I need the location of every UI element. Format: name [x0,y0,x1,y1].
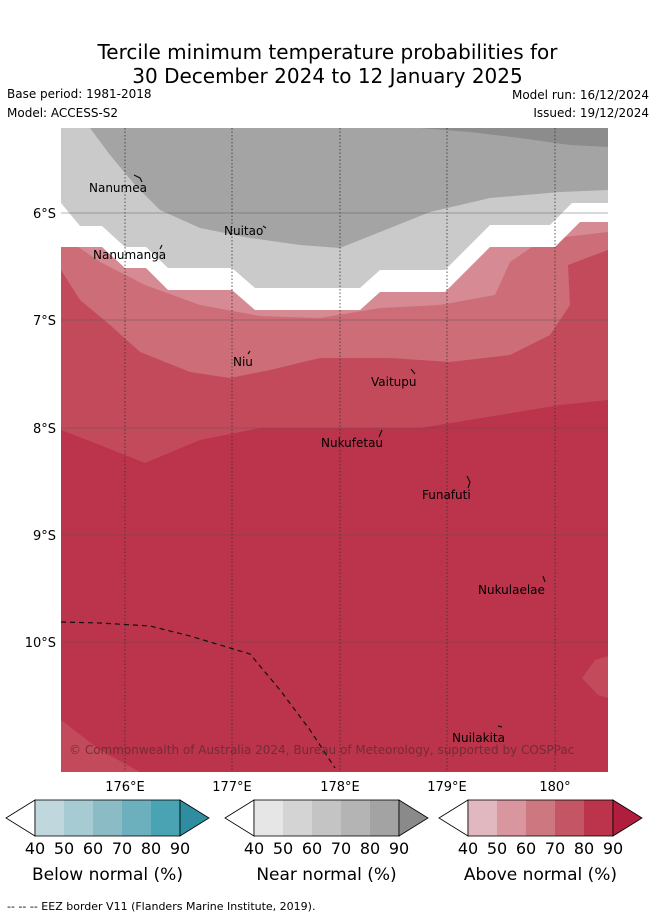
colorbar-segment [370,800,399,836]
colorbar-extend-low [438,799,469,837]
colorbar-tick-label: 90 [170,839,190,858]
colorbar-tick-label: 60 [302,839,322,858]
colorbar-tick-label: 50 [487,839,507,858]
colorbar-extend-low [224,799,255,837]
colorbar-tick-label: 60 [83,839,103,858]
place-label: Nukufetau [321,436,383,450]
colorbar-segment [93,800,122,836]
colorbar-tick-label: 70 [112,839,132,858]
map-title: Tercile minimum temperature probabilitie… [0,40,655,88]
place-label: Vaitupu [371,375,417,389]
latitude-gridlines [61,212,608,643]
probability-map [61,128,608,772]
region-near-60 [90,128,608,248]
colorbar-segment [497,800,526,836]
island-nanumea-mark [133,174,143,183]
model-name: Model: ACCESS-S2 [7,106,119,120]
colorbar-title: Above normal (%) [464,865,617,885]
colorbar-tick-label: 40 [458,839,478,858]
colorbar-segment [122,800,151,836]
colorbar-segment [35,800,64,836]
copyright-notice: © Commonwealth of Australia 2024, Bureau… [69,743,574,757]
region-above-70-patch [582,656,608,698]
lon-label: 179°E [427,780,467,795]
eez-border [60,621,336,769]
colorbar-title: Near normal (%) [256,865,396,885]
lon-label: 180° [539,780,570,795]
colorbar-legends: 40 50 60 70 80 90 Below normal (%) 40 50 60 70 80 90… [5,799,643,885]
colorbar-tick-label: 40 [25,839,45,858]
place-label: Funafuti [422,488,471,502]
lat-label: 10°S [25,636,56,651]
colorbar-tick-label: 80 [141,839,161,858]
colorbar-tick-label: 50 [54,839,74,858]
colorbar-segment [584,800,613,836]
region-above-70-corner [61,720,140,772]
lon-label: 176°E [105,780,145,795]
lat-label: 9°S [33,529,56,544]
colorbar-extend-high [612,799,643,837]
colorbar-extend-high [179,799,210,837]
colorbar-tick-label: 40 [244,839,264,858]
colorbar-extend-high [398,799,429,837]
colorbar-tick-label: 70 [331,839,351,858]
region-near-70 [420,128,608,147]
place-label: Nanumea [89,181,147,195]
place-label: Nuitao [224,224,263,238]
island-nuilakita-mark [497,725,503,728]
colorbar-tick-label: 90 [603,839,623,858]
colorbar-extend-low [5,799,36,837]
colorbar-segment [526,800,555,836]
longitude-gridlines [124,128,556,772]
colorbar-segment [151,800,180,836]
lat-label: 7°S [33,314,56,329]
place-label: Niu [233,355,253,369]
eez-footnote: -- -- -- EEZ border V11 (Flanders Marine… [7,900,316,913]
colorbar-1: 40 50 60 70 80 90 Near normal (%) [224,799,429,885]
colorbar-tick-label: 50 [273,839,293,858]
lon-label: 178°E [320,780,360,795]
place-label: Nukulaelae [478,583,545,597]
place-label: Nuilakita [452,731,505,745]
island-nukufetau-mark [378,429,383,438]
colorbar-tick-label: 60 [516,839,536,858]
title-line-2: 30 December 2024 to 12 January 2025 [132,64,523,88]
island-nukulaelae-mark [542,575,546,583]
colorbar-title: Below normal (%) [32,865,183,885]
colorbar-segment [283,800,312,836]
colorbar-tick-label: 80 [574,839,594,858]
title-line-1: Tercile minimum temperature probabilitie… [97,40,558,64]
colorbar-0: 40 50 60 70 80 90 Below normal (%) [5,799,210,885]
island-funafuti-mark [466,475,471,489]
island-nanumanga-mark [159,244,163,250]
colorbar-segment [341,800,370,836]
island-marks [133,174,546,728]
base-period: Base period: 1981-2018 [7,87,152,101]
issued-date: Issued: 19/12/2024 [533,106,649,120]
island-vaitupu-mark [410,368,416,375]
colorbar-tick-label: 90 [389,839,409,858]
colorbar-segment [468,800,497,836]
place-label: Nanumanga [93,248,166,262]
model-run: Model run: 16/12/2024 [511,88,649,102]
colorbar-2: 40 50 60 70 80 90 Above normal (%) [438,799,643,885]
colorbar-segment [254,800,283,836]
colorbar-segment [64,800,93,836]
colorbar-tick-label: 70 [545,839,565,858]
colorbar-segment [555,800,584,836]
lat-label: 6°S [33,207,56,222]
lat-label: 8°S [33,422,56,437]
colorbar-segment [312,800,341,836]
island-niu-mark [247,350,251,355]
colorbar-tick-label: 80 [360,839,380,858]
island-nuitao-mark [262,225,267,229]
lon-label: 177°E [212,780,252,795]
